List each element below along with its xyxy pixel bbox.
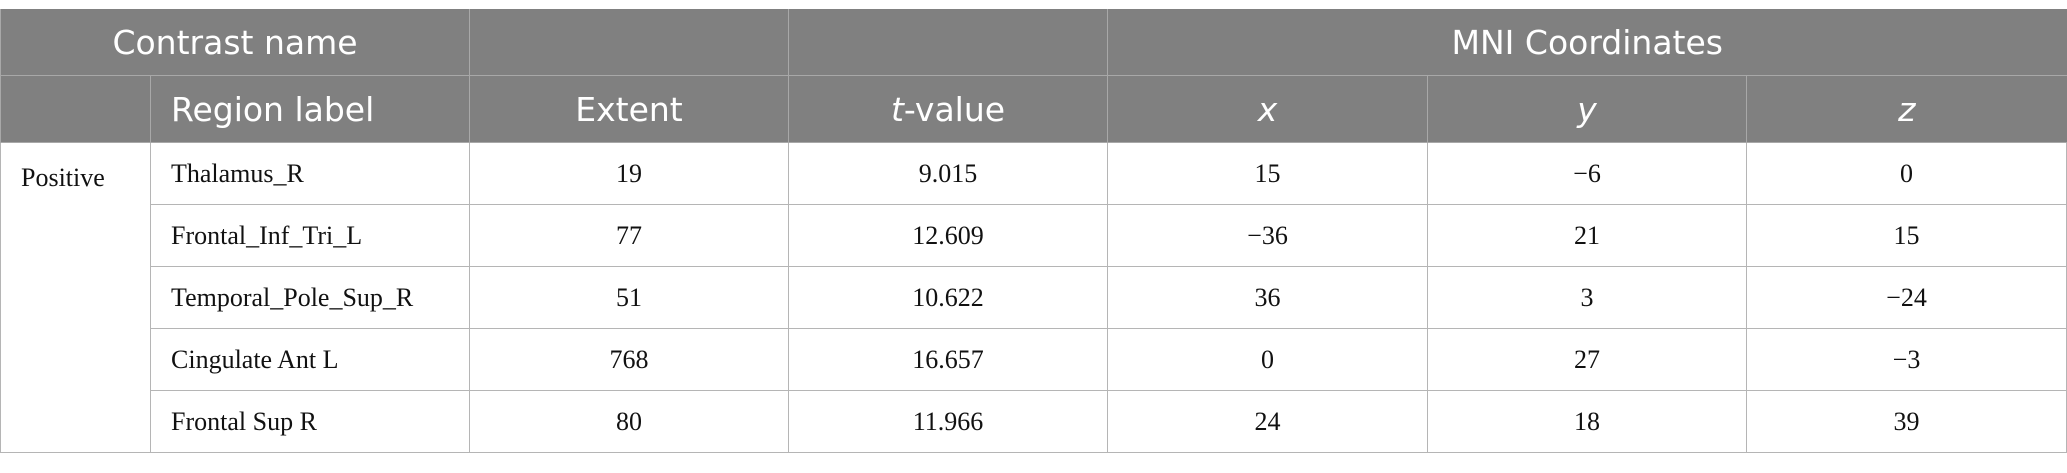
header-cell: Contrast name: [0, 9, 470, 76]
table-cell: 3: [1427, 266, 1747, 329]
table-cell: −36: [1107, 204, 1428, 267]
table-cell: Temporal_Pole_Sup_R: [150, 266, 470, 329]
table-cell: 15: [1107, 142, 1428, 205]
table-cell: Thalamus_R: [150, 142, 470, 205]
header-cell: z: [1745, 75, 2067, 143]
header-cell: x: [1107, 75, 1428, 143]
table-cell: −3: [1745, 328, 2067, 391]
header-cell: y: [1427, 75, 1747, 143]
table-cell: 80: [469, 390, 789, 453]
header-italic: t: [890, 89, 904, 129]
table-cell: Frontal Sup R: [150, 390, 470, 453]
group-cell: Positive: [0, 142, 151, 453]
table-cell: Frontal_Inf_Tri_L: [150, 204, 470, 267]
header-cell: Extent: [469, 75, 789, 143]
header-cell: t-value: [788, 75, 1108, 143]
table-wrap: Contrast name MNI Coordinates Region label…: [0, 9, 2067, 453]
table-row: Frontal_Inf_Tri_L 77 12.609 −36 21 15: [1, 204, 2067, 267]
table-cell: 27: [1427, 328, 1747, 391]
table-cell: −24: [1745, 266, 2067, 329]
header-cell: Region label: [150, 75, 470, 143]
table-cell: 11.966: [788, 390, 1108, 453]
table-row: Cingulate Ant L 768 16.657 0 27 −3: [1, 328, 2067, 391]
table-cell: 12.609: [788, 204, 1108, 267]
table-cell: 0: [1745, 142, 2067, 205]
header-cell: [0, 75, 151, 143]
header-cell: [788, 9, 1108, 76]
table-body: Positive Thalamus_R 19 9.015 15 −6 0 Frontal_In…: [0, 142, 2067, 453]
table-cell: Cingulate Ant L: [150, 328, 470, 391]
table-cell: 51: [469, 266, 789, 329]
table-cell: 21: [1427, 204, 1747, 267]
header-cell: MNI Coordinates: [1106, 9, 2067, 76]
table-cell: 39: [1745, 390, 2067, 453]
table-cell: 9.015: [788, 142, 1108, 205]
table-cell: 16.657: [788, 328, 1108, 391]
table-cell: 15: [1745, 204, 2067, 267]
table-row: Frontal Sup R 80 11.966 24 18 39: [1, 390, 2067, 453]
table-row: Temporal_Pole_Sup_R 51 10.622 36 3 −24: [1, 266, 2067, 329]
table-cell: 768: [469, 328, 789, 391]
table-cell: 77: [469, 204, 789, 267]
table-row: Positive Thalamus_R 19 9.015 15 −6 0: [0, 142, 2067, 453]
results-table: Contrast name MNI Coordinates Region label…: [0, 9, 2067, 453]
table-cell: −6: [1427, 142, 1747, 205]
table-cell: 10.622: [788, 266, 1108, 329]
header-row: Region label Extent t-value x y z: [0, 75, 2067, 143]
table-cell: 24: [1107, 390, 1428, 453]
header-cell: [469, 9, 789, 76]
table-cell: 18: [1427, 390, 1747, 453]
table-header: Contrast name MNI Coordinates Region label…: [0, 9, 2067, 143]
table-cell: 19: [469, 142, 789, 205]
table-cell: 36: [1107, 266, 1428, 329]
header-text: -value: [903, 89, 1006, 129]
table-cell: 0: [1107, 328, 1428, 391]
header-row: Contrast name MNI Coordinates: [0, 9, 2067, 76]
